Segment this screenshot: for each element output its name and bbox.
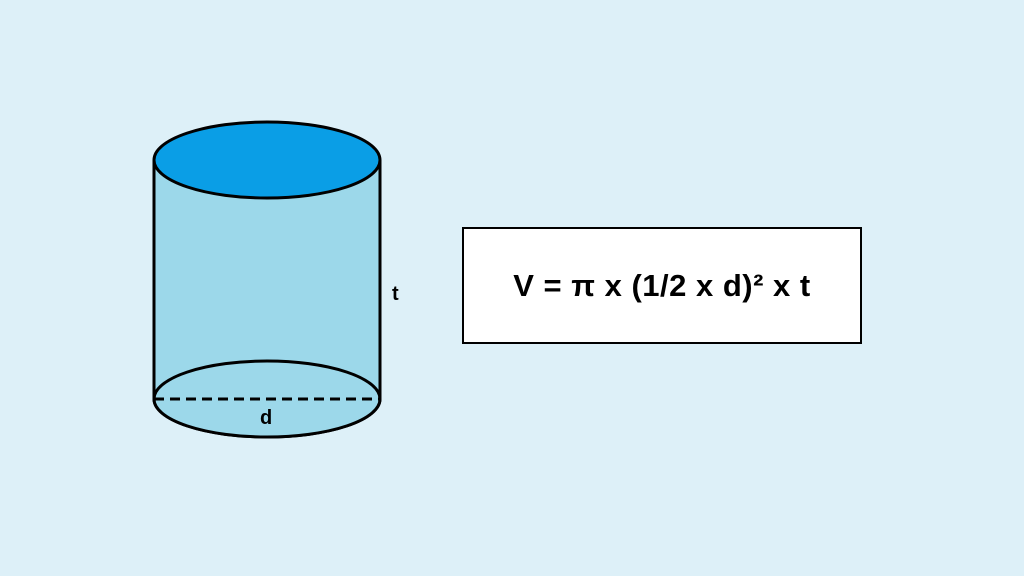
cylinder-bottom-front-edge bbox=[152, 398, 382, 439]
cylinder-bottom-back-edge bbox=[152, 359, 382, 400]
cylinder-top-cap bbox=[152, 120, 382, 200]
diameter-label: d bbox=[260, 407, 272, 429]
cylinder-body bbox=[154, 160, 380, 437]
height-label: t bbox=[392, 283, 399, 305]
formula-box: V = π x (1/2 x d)² x t bbox=[462, 227, 862, 344]
volume-formula: V = π x (1/2 x d)² x t bbox=[513, 267, 811, 303]
